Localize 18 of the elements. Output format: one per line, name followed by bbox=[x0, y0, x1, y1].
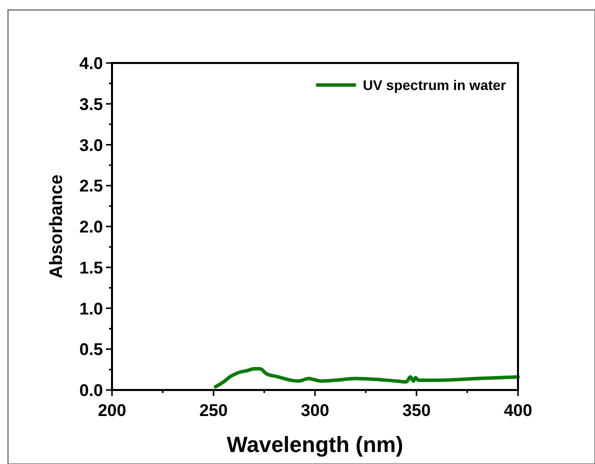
y-tick-label: 4.0 bbox=[79, 54, 103, 73]
x-tick-label: 250 bbox=[199, 401, 228, 420]
x-tick-label: 300 bbox=[300, 401, 330, 420]
y-tick-label: 2.5 bbox=[79, 176, 103, 196]
y-tick-label: 3.0 bbox=[79, 136, 103, 155]
y-tick-label: 1.5 bbox=[79, 258, 103, 278]
y-tick-label: 2.0 bbox=[79, 218, 103, 236]
x-axis-title: Wavelength (nm) bbox=[226, 432, 404, 457]
x-tick-label: 350 bbox=[402, 401, 431, 420]
y-tick-label: 1.0 bbox=[79, 299, 103, 318]
y-axis-title: Absorbance bbox=[46, 174, 66, 279]
y-tick-label: 3.5 bbox=[79, 94, 103, 114]
x-tick-label: 200 bbox=[98, 401, 126, 420]
line-series bbox=[214, 366, 520, 388]
x-tick-label: 400 bbox=[504, 401, 532, 420]
y-tick-label: 0.5 bbox=[79, 340, 103, 360]
legend-label: UV spectrum in water bbox=[362, 77, 507, 93]
y-tick-label: 0.0 bbox=[79, 381, 103, 400]
